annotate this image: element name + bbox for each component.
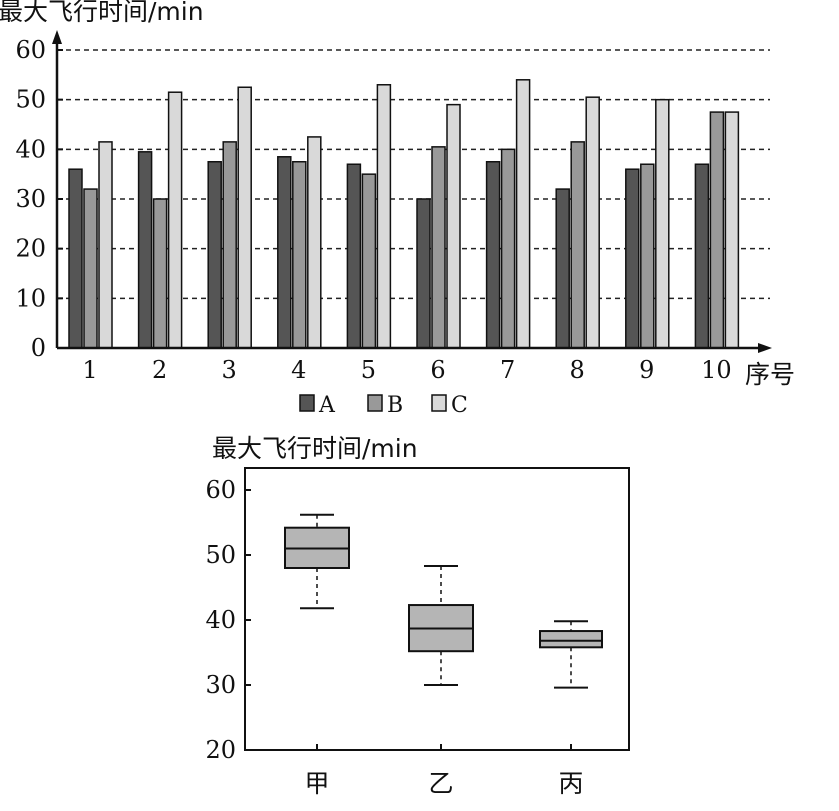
box-y-axis-label: 最大飞行时间/min	[212, 434, 418, 463]
box-plot: 最大飞行时间/min 20 30 40 50 60 甲 乙 丙	[205, 434, 630, 798]
bar-A	[346, 163, 362, 349]
bar-x-axis-label: 序号	[745, 360, 795, 389]
bar-x-tick-label: 4	[291, 356, 306, 384]
bar-x-tick-label: 10	[701, 356, 732, 384]
box-y-tick-label: 60	[205, 476, 236, 504]
bar-x-tick-label: 5	[361, 356, 376, 384]
bar-series	[68, 79, 740, 349]
bar-A	[555, 188, 570, 349]
bar-y-tick-label: 30	[15, 185, 46, 213]
bar-y-tick-label: 50	[15, 86, 46, 114]
box-plot-frame	[244, 467, 630, 751]
box-y-tick-label: 30	[205, 671, 236, 699]
bar-C	[655, 98, 670, 349]
bar-y-tick-label: 0	[31, 334, 46, 362]
bar-B	[222, 141, 237, 349]
bar-B	[640, 163, 655, 349]
bar-x-tick-label: 2	[152, 356, 167, 384]
bar-B	[570, 141, 585, 349]
bar-x-ticks: 1 2 3 4 5 6 7 8 9 10	[82, 356, 731, 384]
legend-swatch-C	[431, 394, 447, 412]
bar-B	[83, 188, 98, 349]
bar-B	[500, 148, 516, 349]
bar-y-tick-label: 20	[15, 235, 46, 263]
bar-x-tick-label: 9	[639, 356, 654, 384]
bar-C	[376, 84, 392, 349]
bar-x-tick-label: 6	[430, 356, 445, 384]
bar-C	[167, 91, 183, 349]
bar-A	[277, 156, 292, 349]
bar-C	[585, 96, 600, 349]
legend-label-C: C	[451, 393, 468, 418]
legend-label-B: B	[387, 393, 403, 418]
box-x-ticks: 甲乙丙	[304, 744, 584, 798]
bar-x-tick-label: 8	[570, 356, 585, 384]
bar-y-tick-label: 10	[15, 284, 46, 312]
bar-x-axis-arrow-icon	[758, 343, 772, 353]
bar-B	[292, 161, 307, 349]
bar-x-tick-label: 1	[82, 356, 97, 384]
bar-y-tick-label: 60	[15, 36, 46, 64]
bar-C	[446, 103, 461, 349]
bar-A	[68, 168, 83, 349]
legend-label-A: A	[318, 393, 336, 418]
bar-C	[724, 111, 740, 349]
bar-y-axis-arrow-icon	[52, 30, 62, 44]
bar-B	[709, 111, 725, 349]
bar-A	[694, 163, 710, 349]
bar-y-tick-label: 40	[15, 135, 46, 163]
bar-A	[485, 161, 501, 349]
box-iqr-rect	[539, 630, 603, 649]
legend-swatch-B	[367, 394, 383, 412]
box-y-ticks: 20 30 40 50 60	[205, 476, 251, 764]
bar-C	[515, 79, 531, 349]
bar-y-axis-label: 最大飞行时间/min	[0, 0, 204, 26]
box-y-tick-label: 50	[205, 541, 236, 569]
bar-B	[431, 146, 446, 349]
bar-B	[152, 198, 168, 349]
bar-A	[137, 151, 153, 349]
bar-C	[307, 136, 322, 349]
bar-legend: A B C	[299, 393, 468, 418]
box-x-tick-label: 丙	[558, 769, 583, 798]
bar-A	[207, 161, 222, 349]
bar-B	[361, 173, 377, 349]
bar-C	[237, 86, 252, 349]
bar-A	[416, 198, 431, 349]
box-y-tick-label: 20	[205, 736, 236, 764]
box-x-tick-label: 乙	[428, 769, 453, 798]
box-series	[284, 513, 603, 689]
box-x-tick-label: 甲	[304, 769, 329, 798]
legend-swatch-A	[299, 394, 315, 412]
bar-C	[98, 141, 113, 349]
box-y-tick-label: 40	[205, 606, 236, 634]
bar-A	[625, 168, 640, 349]
bar-x-tick-label: 7	[500, 356, 515, 384]
bar-x-tick-label: 3	[222, 356, 237, 384]
